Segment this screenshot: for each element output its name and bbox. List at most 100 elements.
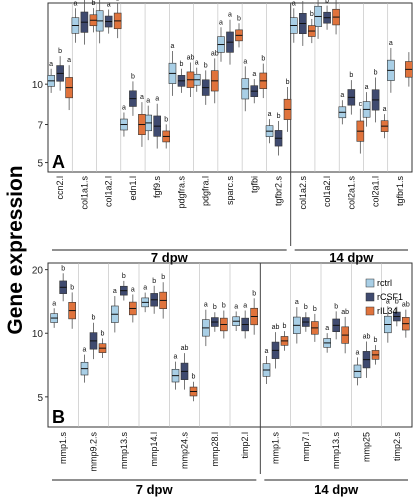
significance-letter: b [180, 61, 184, 68]
significance-letter: b [374, 70, 378, 77]
x-tick-label: mmp1.s [58, 432, 68, 465]
significance-letter: a [265, 348, 269, 355]
significance-letter: b [116, 0, 120, 3]
y-tick-label: 5 [37, 159, 43, 170]
y-tick-label: 5 [37, 393, 43, 404]
significance-letter: ab [402, 302, 410, 309]
significance-letter: a [365, 84, 369, 91]
x-tick-label: mmp13.s [331, 432, 341, 470]
x-tick-label: mmp24.s [180, 432, 190, 470]
panel-letter: A [52, 152, 65, 172]
significance-letter: b [131, 73, 135, 80]
significance-letter: b [334, 303, 338, 310]
legend-swatch [365, 278, 375, 288]
significance-letter: ab [187, 55, 195, 62]
significance-letter: b [222, 303, 226, 310]
y-tick-label: 7 [37, 121, 43, 132]
significance-letter: b [304, 304, 308, 311]
x-tick-label: col1a2.l [322, 176, 332, 207]
significance-letter: ab [211, 50, 219, 57]
x-tick-label: pdgfra.l [201, 176, 211, 206]
significance-letter: ab [341, 309, 349, 316]
significance-letter: b [261, 56, 265, 63]
x-tick-label: tgfbr1.s [395, 176, 405, 207]
significance-letter: a [389, 40, 393, 47]
x-tick-label: mmp28.l [210, 432, 220, 467]
significance-letter: b [286, 79, 290, 86]
group-label: 14 dpw [329, 250, 374, 265]
x-tick-label: col2a1.s [346, 176, 356, 210]
significance-letter: ab [181, 345, 189, 352]
significance-letter: b [252, 290, 256, 297]
significance-letter: a [295, 299, 299, 306]
significance-letter: a [140, 94, 144, 101]
significance-letter: a [146, 98, 150, 105]
significance-letter: a [122, 104, 126, 111]
significance-letter: b [204, 62, 208, 69]
significance-letter: a [252, 71, 256, 78]
x-tick-label: mmp9.2.s [89, 432, 99, 472]
significance-letter: a [228, 12, 232, 19]
significance-letter: a [143, 285, 147, 292]
significance-letter: a [49, 61, 53, 68]
significance-letter: b [58, 48, 62, 55]
significance-letter: ab [363, 333, 371, 340]
legend-label: rCSF1 [377, 292, 403, 302]
significance-letter: a [356, 349, 360, 356]
significance-letter: ab [272, 324, 280, 331]
x-tick-label: col1a1.s [79, 176, 89, 210]
legend-swatch [365, 292, 375, 302]
x-tick-label: mmp14.l [149, 432, 159, 467]
x-tick-label: col1a2.l [104, 176, 114, 207]
x-tick-label: mmp13.s [119, 432, 129, 470]
x-tick-label: pdgfra.s [176, 176, 186, 209]
significance-letter: b [237, 15, 241, 22]
significance-letter: b [91, 0, 95, 7]
significance-letter: b [310, 11, 314, 18]
significance-letter: a [204, 302, 208, 309]
significance-letter: b [313, 306, 317, 313]
x-tick-label: mmp1.s [271, 432, 281, 465]
significance-letter: b [395, 299, 399, 306]
significance-letter: b [213, 304, 217, 311]
x-tick-label: tgfbi [249, 176, 259, 193]
significance-letter: b [122, 273, 126, 280]
significance-letter: a [171, 43, 175, 50]
x-tick-label: mmp7.l [301, 432, 311, 462]
legend-label: rIL34 [377, 306, 398, 316]
significance-letter: a [219, 19, 223, 26]
y-axis-label: Gene expression [4, 165, 27, 334]
y-tick-label: 10 [32, 80, 44, 91]
significance-letter: b [101, 330, 105, 337]
significance-letter: b [161, 274, 165, 281]
significance-letter: a [383, 106, 387, 113]
significance-letter: a [340, 92, 344, 99]
legend-swatch [365, 306, 375, 316]
significance-letter: a [107, 1, 111, 8]
significance-letter: b [92, 315, 96, 322]
significance-letter: b [325, 0, 329, 5]
x-tick-label: mmp25 [362, 432, 372, 462]
significance-letter: a [268, 111, 272, 118]
legend-label: rctrl [377, 278, 392, 288]
significance-letter: a [113, 288, 117, 295]
plot-frame [47, 2, 413, 173]
significance-letter: b [374, 337, 378, 344]
x-tick-label: col1a2.s [298, 176, 308, 210]
x-tick-label: sparc.s [225, 176, 235, 206]
legend: rctrl rCSF1 rIL34 [365, 278, 403, 316]
group-label: 7 dpw [136, 482, 174, 497]
significance-letter: b [152, 278, 156, 285]
panel-letter: B [52, 407, 65, 427]
significance-letter: a [174, 354, 178, 361]
x-tick-label: ccn2.l [55, 176, 65, 200]
panel-a: 5710Aaaaaaaaaaaaaaaababababbaababbbbabba… [32, 0, 413, 265]
x-tick-label: edn1.l [128, 176, 138, 201]
significance-letter: a [83, 347, 87, 354]
y-tick-label: 10 [32, 329, 44, 340]
significance-letter: b [283, 323, 287, 330]
significance-letter: b [61, 265, 65, 272]
significance-letter: c [359, 101, 363, 108]
